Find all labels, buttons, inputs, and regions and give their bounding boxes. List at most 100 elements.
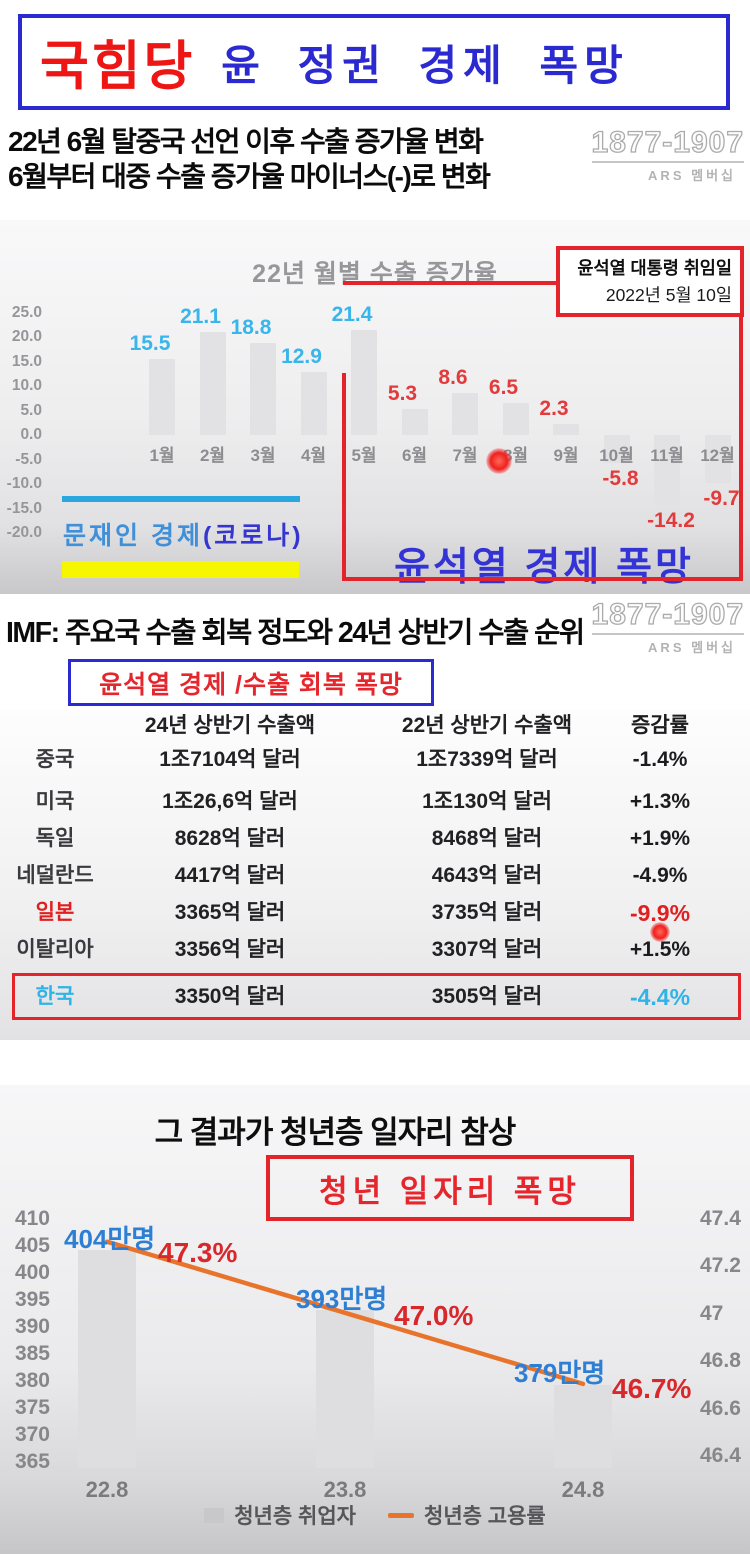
chart1-month-label: 10월 <box>599 446 634 465</box>
table-header-c-v22: 22년 상반기 수출액 <box>401 714 573 737</box>
table-cell-c-country: 네덜란드 <box>16 864 94 887</box>
yoon-period-red-box-left-edge <box>342 373 346 581</box>
chart3-employment-label: 379만명 <box>514 1358 606 1388</box>
export-recovery-callout-box: 윤석열 경제 /수출 회복 폭망 <box>68 659 434 706</box>
chart1-ytick: -5.0 <box>15 450 42 468</box>
table-cell-c-country: 한국 <box>35 985 75 1008</box>
table-cell-c-chg: +1.9% <box>629 827 691 850</box>
section1-headline-line1: 22년 6월 탈중국 선언 이후 수출 증가율 변화 <box>8 126 484 157</box>
chart1-ytick: -10.0 <box>6 475 42 492</box>
chart1-month-label: 5월 <box>351 446 377 465</box>
chart1-bar-11월 <box>654 435 680 505</box>
chart1-ytick: 25.0 <box>11 303 42 321</box>
yellow-highlight-bar <box>62 561 299 578</box>
youth-jobs-callout-box: 청년 일자리 폭망 <box>266 1155 634 1221</box>
line-legend-swatch <box>388 1512 414 1518</box>
chart1-bar-6월 <box>401 409 428 435</box>
chart1-month-label: 6월 <box>401 446 428 465</box>
table-cell-c-v22: 1조7339억 달러 <box>416 748 558 771</box>
channel-watermark: 1877-1907 ARS 멤버십 <box>552 125 744 184</box>
chart3-xlabel: 24.8 <box>561 1477 605 1502</box>
table-cell-c-country: 이탈리아 <box>16 938 94 961</box>
chart1-value-label: 12.9 <box>281 344 322 368</box>
chart1-ytick: 20.0 <box>11 328 42 345</box>
yoon-period-red-box <box>342 308 743 581</box>
chart1-month-label: 7월 <box>452 446 478 465</box>
table-cell-c-country: 미국 <box>35 790 75 813</box>
chart1-bar-12월 <box>704 435 731 483</box>
watermark-phone-number: 1877-1907 <box>591 597 744 635</box>
chart3-xlabel: 23.8 <box>323 1477 367 1502</box>
yoon-crash-label: 윤석열 경제 폭망 <box>394 546 694 589</box>
chart3-right-tick: 46.6 <box>700 1396 741 1420</box>
moon-era-underline <box>62 496 300 502</box>
table-row-일본: 일본 3365억 달러 3735억 달러 -9.9% <box>0 899 750 927</box>
table-cell-c-country: 중국 <box>35 748 75 771</box>
table-cell-c-v24: 4417억 달러 <box>174 864 286 887</box>
laser-pointer-dot <box>486 448 512 474</box>
chart1-value-label: 18.8 <box>230 315 272 339</box>
table-header-c-v24: 24년 상반기 수출액 <box>144 714 316 737</box>
chart1-value-label: 21.4 <box>331 303 373 327</box>
chart3-title: 그 결과가 청년층 일자리 참상 <box>154 1115 517 1150</box>
chart1-value-label: 8.6 <box>438 365 468 389</box>
chart1-value-label: 5.3 <box>387 382 418 406</box>
chart1-month-label: 11월 <box>650 446 684 465</box>
annotation-line2: 2022년 5월 10일 <box>605 285 732 305</box>
korea-row-red-box <box>12 973 741 1020</box>
banner-slogan-text: 윤 정권 경제 폭망 <box>221 41 629 89</box>
laser-pointer-dot <box>650 922 670 942</box>
table-cell-c-chg: +1.5% <box>629 938 691 961</box>
chart1-bar-3월 <box>250 342 276 435</box>
chart3-right-tick: 47 <box>700 1301 724 1325</box>
chart1-bar-5월 <box>351 330 377 435</box>
chart1-value-label: 21.1 <box>180 304 221 328</box>
table-cell-c-v22: 3505억 달러 <box>431 985 543 1008</box>
chart1-ytick: -20.0 <box>6 524 42 541</box>
chart3-right-tick: 46.4 <box>700 1444 741 1467</box>
section2-headline: IMF: 주요국 수출 회복 정도와 24년 상반기 수출 순위 <box>6 617 585 649</box>
annotation-callout-line <box>343 281 556 285</box>
channel-watermark: 1877-1907 ARS 멤버십 <box>552 597 744 656</box>
chart1-bar-2월 <box>199 331 226 435</box>
moon-era-label: 문재인 경제(코로나) <box>63 516 304 552</box>
chart1-month-label: 3월 <box>250 446 276 465</box>
chart1-bar-10월 <box>603 435 630 464</box>
chart1-ytick: 10.0 <box>11 377 42 394</box>
table-cell-c-chg: +1.3% <box>629 790 691 813</box>
table-row-한국: 한국 3350억 달러 3505억 달러 -4.4% <box>0 983 750 1011</box>
chart3-left-tick: 405 <box>14 1234 50 1257</box>
watermark-label: ARS 멤버십 <box>648 168 736 183</box>
chart3-bar-23.8 <box>316 1309 374 1468</box>
chart3-rate-label: 47.0% <box>394 1300 474 1331</box>
chart3-bar-24.8 <box>554 1385 612 1468</box>
chart1-value-label: 6.5 <box>488 376 519 400</box>
chart1-bar-7월 <box>452 392 478 435</box>
chart1-bar-8월 <box>502 403 529 435</box>
chart3-left-tick: 380 <box>14 1369 50 1392</box>
table-cell-c-v24: 3350억 달러 <box>174 985 286 1008</box>
chart3-left-tick: 410 <box>14 1207 50 1230</box>
table-row-중국: 중국 1조7104억 달러 1조7339억 달러 -1.4% <box>0 746 750 774</box>
chart1-bar-4월 <box>300 371 327 435</box>
table-cell-c-chg: -4.9% <box>632 864 688 887</box>
line-legend-label: 청년층 고용률 <box>424 1505 546 1528</box>
table-cell-c-v22: 3735억 달러 <box>431 901 543 924</box>
table-cell-c-v22: 8468억 달러 <box>431 827 543 850</box>
chart3-left-tick: 385 <box>14 1342 50 1365</box>
chart3-legend: 청년층 취업자 청년층 고용률 <box>0 1500 750 1530</box>
chart1-month-label: 12월 <box>700 446 735 465</box>
chart1-bar-1월 <box>149 359 175 435</box>
table-cell-c-v24: 3356억 달러 <box>174 938 286 961</box>
chart3-rate-label: 46.7% <box>612 1373 692 1404</box>
table-cell-c-chg: -4.4% <box>629 984 691 1010</box>
table-cell-c-v22: 1조130억 달러 <box>422 790 552 813</box>
chart1-ytick: 5.0 <box>20 401 42 419</box>
table-cell-c-chg: -9.9% <box>629 900 691 926</box>
table-row-이탈리아: 이탈리아 3356억 달러 3307억 달러 +1.5% <box>0 936 750 964</box>
slide-monthly-export-chart: 22년 월별 수출 증가율 윤석열 대통령 취임일 2022년 5월 10일 문… <box>0 220 750 594</box>
chart3-left-tick: 370 <box>14 1423 50 1446</box>
table-cell-c-v24: 8628억 달러 <box>174 827 286 850</box>
table-row-네덜란드: 네덜란드 4417억 달러 4643억 달러 -4.9% <box>0 862 750 890</box>
